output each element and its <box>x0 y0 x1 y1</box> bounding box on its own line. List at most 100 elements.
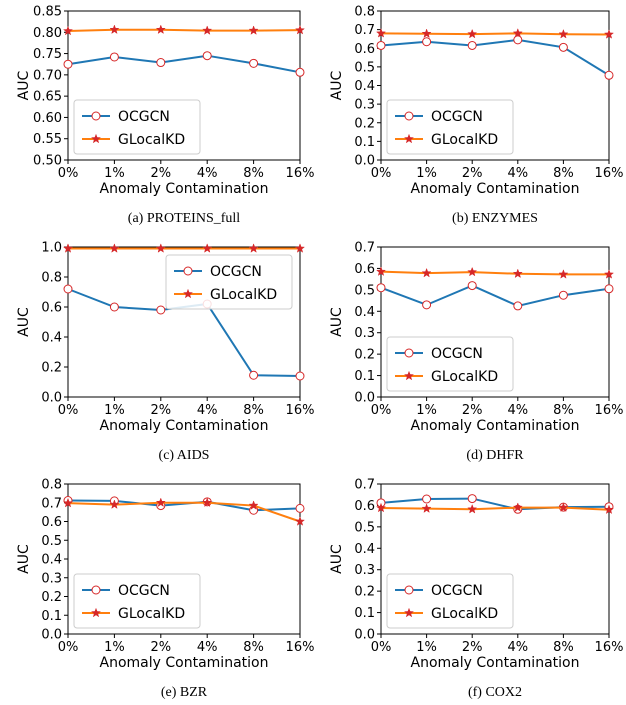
y-tick-label: 0.8 <box>354 5 375 20</box>
data-point-ocgcn <box>249 58 259 68</box>
y-tick-label: 0.8 <box>41 478 62 493</box>
x-axis-label: Anomaly Contamination <box>100 418 269 434</box>
series-line-ocgcn <box>380 284 610 307</box>
panel-caption: (b) ENZYMES <box>452 211 538 226</box>
y-tick-label: 0.1 <box>354 369 375 384</box>
panel-caption: (a) PROTEINS_full <box>128 211 240 226</box>
x-tick-label: 2% <box>462 166 483 181</box>
y-tick-label: 0.4 <box>354 79 375 94</box>
x-tick-label: 4% <box>197 166 218 181</box>
data-point-ocgcn <box>376 40 386 50</box>
y-tick-label: 0.6 <box>41 301 62 316</box>
legend-marker-circle <box>91 111 101 121</box>
x-tick-label: 0% <box>371 166 392 181</box>
series-line-glocalkd <box>67 28 301 33</box>
x-tick-label: 0% <box>371 403 392 418</box>
data-point-glocalkd <box>202 25 213 35</box>
data-point-glocalkd <box>202 497 213 508</box>
x-tick-label: 2% <box>150 640 171 655</box>
x-tick-label: 16% <box>595 640 624 655</box>
y-tick-label: 0.6 <box>354 262 375 277</box>
y-tick-label: 0.0 <box>41 628 62 643</box>
y-tick-label: 0.8 <box>41 271 62 286</box>
data-point-glocalkd <box>375 28 387 38</box>
y-tick-label: 0.0 <box>354 154 375 169</box>
legend-label: OCGCN <box>118 583 170 599</box>
chart-panel-5: 0.0 0.1 0.2 0.3 0.4 0.5 0.6 0.7 0% 1% 2% 4% 8% 16% Ano… <box>329 478 623 701</box>
data-point-glocalkd <box>558 269 569 279</box>
data-point-ocgcn <box>376 283 386 293</box>
y-tick-label: 0.2 <box>354 116 375 131</box>
data-point-glocalkd <box>512 268 523 279</box>
data-point-ocgcn <box>422 300 432 310</box>
y-tick-label: 0.5 <box>354 60 375 75</box>
panel-caption: (d) DHFR <box>466 448 524 463</box>
legend-marker-star <box>403 370 415 381</box>
x-tick-label: 0% <box>58 403 79 418</box>
legend-label: GLocalKD <box>431 369 498 385</box>
data-point-glocalkd <box>421 28 432 39</box>
x-tick-label: 1% <box>416 640 437 655</box>
x-tick-label: 0% <box>58 166 79 181</box>
data-point-glocalkd <box>109 499 120 509</box>
data-point-glocalkd <box>558 502 569 512</box>
data-point-ocgcn <box>295 503 305 513</box>
legend-marker-circle <box>183 266 193 276</box>
y-tick-label: 0.1 <box>354 135 375 150</box>
series-line-glocalkd <box>380 32 610 36</box>
x-axis-label: Anomaly Contamination <box>411 181 580 197</box>
y-axis-label: AUC <box>16 70 32 100</box>
data-point-ocgcn <box>422 37 432 47</box>
y-tick-label: 0.4 <box>41 553 62 568</box>
y-axis-label: AUC <box>329 307 345 337</box>
x-axis-label: Anomaly Contamination <box>411 418 580 434</box>
panel-caption: (e) BZR <box>161 685 208 700</box>
data-point-glocalkd <box>294 516 306 526</box>
data-point-glocalkd <box>294 24 306 35</box>
legend: OCGCN GLocalKD <box>386 336 514 392</box>
y-tick-label: 0.80 <box>33 26 62 41</box>
legend-marker-circle <box>404 585 414 595</box>
data-point-ocgcn <box>467 281 477 291</box>
y-tick-label: 1.0 <box>41 241 62 256</box>
data-point-glocalkd <box>512 502 523 512</box>
legend-marker-star <box>403 133 415 144</box>
data-point-glocalkd <box>202 243 213 253</box>
x-tick-label: 2% <box>150 403 171 418</box>
y-tick-label: 0.85 <box>33 5 62 20</box>
y-axis-label: AUC <box>329 544 345 574</box>
chart-panel-0: 0.50 0.55 0.60 0.65 0.70 0.75 0.80 0.85 0% 1% 2% 4%… <box>16 5 314 227</box>
data-point-glocalkd <box>248 500 259 510</box>
data-point-ocgcn <box>295 371 305 381</box>
series-line-ocgcn <box>67 54 301 74</box>
data-point-glocalkd <box>558 28 569 39</box>
x-tick-label: 16% <box>286 166 315 181</box>
data-point-glocalkd <box>421 267 432 278</box>
x-tick-label: 0% <box>371 640 392 655</box>
x-axis-label: Anomaly Contamination <box>100 181 269 197</box>
x-tick-label: 8% <box>553 403 574 418</box>
y-tick-label: 0.2 <box>41 361 62 376</box>
data-point-glocalkd <box>375 502 387 513</box>
data-point-glocalkd <box>375 266 387 276</box>
legend-box <box>73 573 201 629</box>
legend-label: GLocalKD <box>210 287 277 303</box>
legend-label: OCGCN <box>431 346 483 362</box>
x-tick-label: 1% <box>104 403 125 418</box>
x-tick-label: 1% <box>416 403 437 418</box>
x-tick-label: 8% <box>243 166 264 181</box>
legend-marker-star <box>90 607 102 618</box>
legend: OCGCN GLocalKD <box>73 99 201 155</box>
legend-label: GLocalKD <box>118 132 185 148</box>
y-tick-label: 0.60 <box>33 111 62 126</box>
x-axis-label: Anomaly Contamination <box>411 655 580 671</box>
x-tick-label: 4% <box>507 640 528 655</box>
data-point-glocalkd <box>512 28 523 38</box>
y-tick-label: 0.7 <box>354 23 375 38</box>
data-point-ocgcn <box>604 70 614 80</box>
data-point-glocalkd <box>109 24 120 35</box>
data-point-ocgcn <box>63 284 73 294</box>
y-tick-label: 0.65 <box>33 90 62 105</box>
y-axis-label: AUC <box>16 307 32 337</box>
